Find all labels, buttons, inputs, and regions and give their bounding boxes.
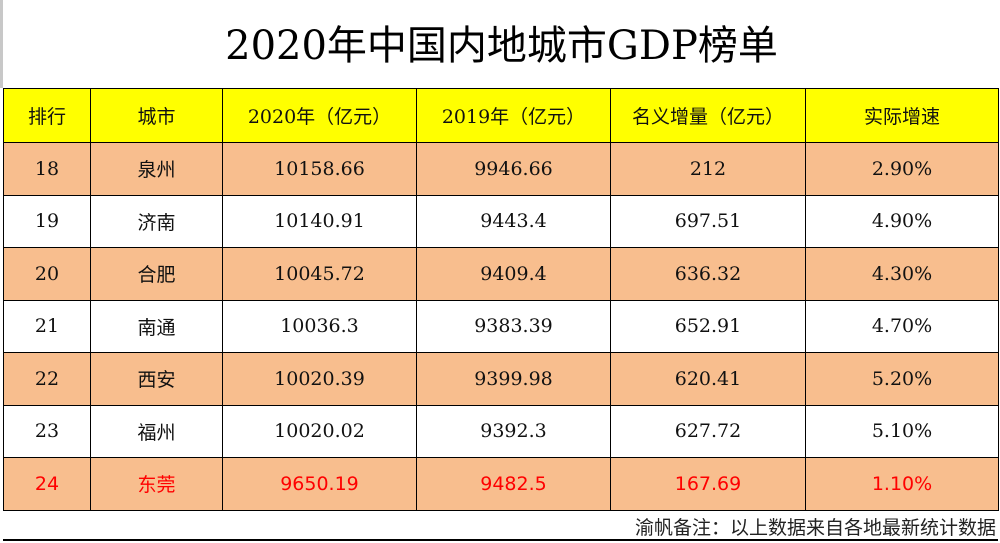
cell-city: 合肥 (90, 247, 223, 301)
header-rank: 排行 (3, 88, 91, 143)
gdp-table: 排行 城市 2020年（亿元） 2019年（亿元） 名义增量（亿元） 实际增速 … (3, 88, 999, 511)
cell-real-growth: 2.90% (805, 142, 999, 196)
cell-nominal-increase: 627.72 (610, 404, 806, 458)
header-real-growth: 实际增速 (805, 88, 999, 143)
cell-nominal-increase: 212 (610, 142, 806, 196)
cell-real-growth: 4.30% (805, 247, 999, 301)
cell-real-growth: 5.20% (805, 352, 999, 406)
cell-city: 西安 (90, 352, 223, 406)
cell-rank: 24 (3, 457, 91, 511)
cell-gdp-2020: 9650.19 (222, 457, 417, 511)
cell-gdp-2019: 9399.98 (416, 352, 611, 406)
cell-gdp-2020: 10140.91 (222, 194, 417, 248)
cell-gdp-2020: 10045.72 (222, 247, 417, 301)
cell-city: 济南 (90, 194, 223, 248)
cell-city: 南通 (90, 299, 223, 353)
cell-rank: 21 (3, 299, 91, 353)
cell-real-growth: 4.90% (805, 194, 999, 248)
cell-real-growth: 4.70% (805, 299, 999, 353)
cell-gdp-2020: 10020.39 (222, 352, 417, 406)
cell-gdp-2019: 9383.39 (416, 299, 611, 353)
cell-nominal-increase: 697.51 (610, 194, 806, 248)
cell-gdp-2020: 10020.02 (222, 404, 417, 458)
header-row: 排行 城市 2020年（亿元） 2019年（亿元） 名义增量（亿元） 实际增速 (3, 88, 999, 143)
cell-rank: 19 (3, 194, 91, 248)
table-row: 21 南通 10036.3 9383.39 652.91 4.70% (3, 299, 999, 353)
cell-gdp-2020: 10036.3 (222, 299, 417, 353)
cell-city: 泉州 (90, 142, 223, 196)
cell-rank: 22 (3, 352, 91, 406)
table-row: 22 西安 10020.39 9399.98 620.41 5.20% (3, 352, 999, 406)
cell-city: 东莞 (90, 457, 223, 511)
cell-gdp-2020: 10158.66 (222, 142, 417, 196)
footer-note: 渝帆备注：以上数据来自各地最新统计数据 (3, 516, 998, 541)
cell-nominal-increase: 652.91 (610, 299, 806, 353)
cell-nominal-increase: 167.69 (610, 457, 806, 511)
cell-nominal-increase: 636.32 (610, 247, 806, 301)
page-title: 2020年中国内地城市GDP榜单 (0, 0, 1000, 88)
cell-real-growth: 5.10% (805, 404, 999, 458)
cell-nominal-increase: 620.41 (610, 352, 806, 406)
cell-real-growth: 1.10% (805, 457, 999, 511)
cell-rank: 20 (3, 247, 91, 301)
table-row: 18 泉州 10158.66 9946.66 212 2.90% (3, 142, 999, 196)
header-nominal-increase: 名义增量（亿元） (610, 88, 806, 143)
header-city: 城市 (90, 88, 223, 143)
table-row: 23 福州 10020.02 9392.3 627.72 5.10% (3, 404, 999, 458)
cell-gdp-2019: 9392.3 (416, 404, 611, 458)
cell-rank: 18 (3, 142, 91, 196)
cell-gdp-2019: 9946.66 (416, 142, 611, 196)
header-gdp-2019: 2019年（亿元） (416, 88, 611, 143)
cell-rank: 23 (3, 404, 91, 458)
cell-gdp-2019: 9482.5 (416, 457, 611, 511)
table-row: 24 东莞 9650.19 9482.5 167.69 1.10% (3, 457, 999, 511)
table-row: 19 济南 10140.91 9443.4 697.51 4.90% (3, 194, 999, 248)
cell-gdp-2019: 9443.4 (416, 194, 611, 248)
header-gdp-2020: 2020年（亿元） (222, 88, 417, 143)
cell-city: 福州 (90, 404, 223, 458)
cell-gdp-2019: 9409.4 (416, 247, 611, 301)
table-row: 20 合肥 10045.72 9409.4 636.32 4.30% (3, 247, 999, 301)
